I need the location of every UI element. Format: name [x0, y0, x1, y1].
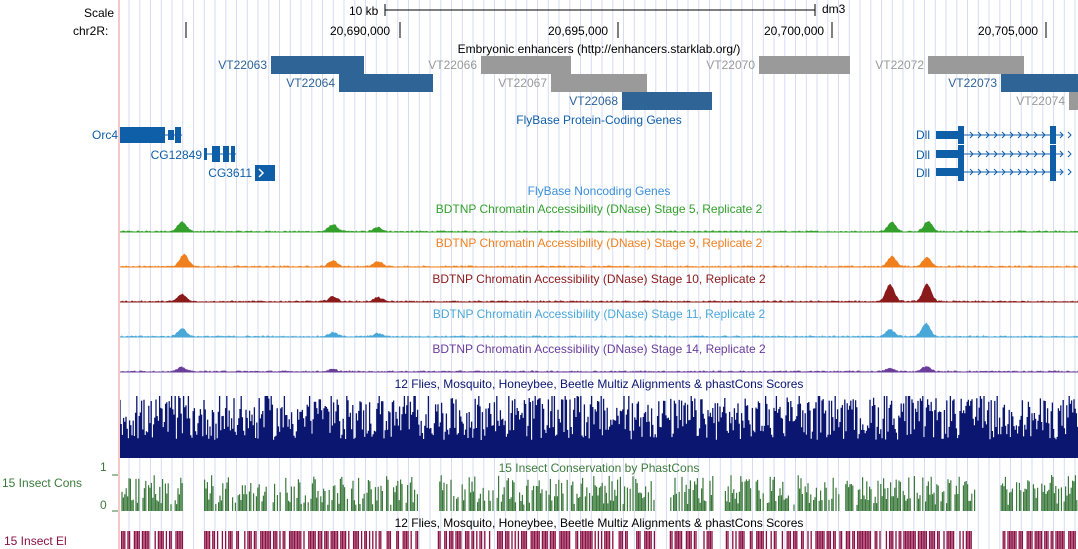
phastcons-track-title[interactable]: 15 Insect Conservation by PhastCons	[498, 461, 700, 475]
enhancer-block-vt22064[interactable]	[339, 74, 433, 92]
dll-2-strand-arrows	[969, 150, 1072, 158]
gene-label-dll-1[interactable]: Dll	[916, 128, 930, 142]
ruler-tick-3: 20,700,000	[764, 24, 825, 38]
phastcons-axis-max: 1	[100, 460, 107, 474]
grid-lines	[128, 0, 1076, 549]
dll-1-exon-1	[958, 126, 964, 144]
ruler-tick-1: 20,690,000	[330, 24, 391, 38]
chrom-label: chr2R:	[73, 24, 109, 38]
enhancer-label-vt22067[interactable]: VT22067	[498, 76, 547, 90]
ruler-tick-4: 20,705,000	[978, 24, 1039, 38]
scale-value: 10 kb	[349, 4, 379, 18]
scale-label: Scale	[84, 6, 115, 20]
cg12849-exon-4	[231, 146, 235, 162]
enhancer-label-vt22066[interactable]: VT22066	[428, 58, 477, 72]
noncoding-track-title[interactable]: FlyBase Noncoding Genes	[527, 184, 671, 198]
dll-1-strand-arrows	[969, 131, 1072, 139]
dnase-stage5-title[interactable]: BDTNP Chromatin Accessibility (DNase) St…	[435, 202, 763, 216]
dnase-stage9-signal	[120, 253, 1078, 267]
gene-label-dll-2[interactable]: Dll	[916, 148, 930, 162]
dll-2-exon-2	[1050, 145, 1056, 163]
gene-label-dll-3[interactable]: Dll	[916, 166, 930, 180]
cg3611-exon	[255, 165, 275, 181]
dnase-stage10-title[interactable]: BDTNP Chromatin Accessibility (DNase) St…	[432, 272, 766, 286]
multiz-bars	[119, 396, 1078, 458]
enhancer-label-vt22064[interactable]: VT22064	[286, 76, 335, 90]
enhancer-label-vt22072[interactable]: VT22072	[875, 58, 924, 72]
enhancer-block-vt22073[interactable]	[1001, 74, 1078, 92]
enhancer-block-vt22067[interactable]	[551, 74, 647, 92]
enhancer-block-vt22072[interactable]	[928, 56, 1024, 74]
assembly-label: dm3	[822, 2, 846, 16]
cg12849-exon-2	[212, 146, 220, 162]
orc4-exon-1	[120, 127, 165, 143]
protein-coding-track-title[interactable]: FlyBase Protein-Coding Genes	[516, 113, 682, 127]
gene-label-cg3611[interactable]: CG3611	[208, 166, 252, 180]
orc4-exon-2	[168, 130, 174, 140]
enhancer-block-vt22068[interactable]	[622, 92, 712, 110]
enhancer-block-vt22066[interactable]	[481, 56, 571, 74]
enhancer-block-vt22074[interactable]	[1069, 92, 1078, 110]
enhancer-label-vt22063[interactable]: VT22063	[218, 58, 267, 72]
cg3611-strand-arrow	[258, 168, 265, 178]
cg12849-exon-1	[204, 148, 207, 160]
enhancer-label-vt22073[interactable]: VT22073	[948, 76, 997, 90]
enhancer-label-vt22074[interactable]: VT22074	[1016, 94, 1065, 108]
dnase-stage10-signal	[120, 283, 1078, 302]
dll-2-exon-utr	[936, 150, 958, 158]
multiz-track-title[interactable]: 12 Flies, Mosquito, Honeybee, Beetle Mul…	[394, 377, 804, 391]
elements-side-label[interactable]: 15 Insect El	[4, 534, 67, 548]
cg12849-exon-3	[223, 146, 229, 162]
dll-1-exon-utr	[936, 131, 958, 139]
dll-2-exon-1	[958, 145, 964, 163]
phastcons-axis-min: 0	[100, 498, 107, 512]
ruler-tick-2: 20,695,000	[548, 24, 609, 38]
dll-3-exon-utr	[936, 168, 958, 176]
enhancer-label-vt22068[interactable]: VT22068	[569, 94, 618, 108]
dnase-stage5-signal	[120, 220, 1078, 232]
gene-label-orc4[interactable]: Orc4	[91, 128, 118, 142]
orc4-exon-3	[175, 127, 181, 143]
dll-1-exon-2	[1050, 126, 1056, 144]
dll-3-strand-arrows	[969, 168, 1072, 176]
dnase-stage14-signal	[120, 365, 1078, 372]
elements-track-title[interactable]: 12 Flies, Mosquito, Honeybee, Beetle Mul…	[394, 516, 804, 530]
phastcons-bars	[121, 475, 1078, 511]
phastcons-side-label[interactable]: 15 Insect Cons	[2, 476, 83, 490]
gene-label-cg12849[interactable]: CG12849	[150, 148, 202, 162]
dnase-stage14-title[interactable]: BDTNP Chromatin Accessibility (DNase) St…	[432, 342, 766, 356]
elements-bars	[120, 531, 1076, 549]
dnase-stage11-title[interactable]: BDTNP Chromatin Accessibility (DNase) St…	[432, 307, 766, 321]
enhancer-track-title[interactable]: Embryonic enhancers (http://enhancers.st…	[457, 42, 741, 56]
dll-3-exon-2	[1050, 163, 1056, 181]
enhancer-block-vt22063[interactable]	[271, 56, 364, 74]
left-margin-bar	[118, 0, 120, 549]
dll-3-exon-1	[958, 163, 964, 181]
enhancer-label-vt22070[interactable]: VT22070	[706, 58, 755, 72]
enhancer-block-vt22070[interactable]	[759, 56, 850, 74]
dnase-stage11-signal	[120, 322, 1078, 337]
dnase-stage9-title[interactable]: BDTNP Chromatin Accessibility (DNase) St…	[435, 236, 763, 250]
